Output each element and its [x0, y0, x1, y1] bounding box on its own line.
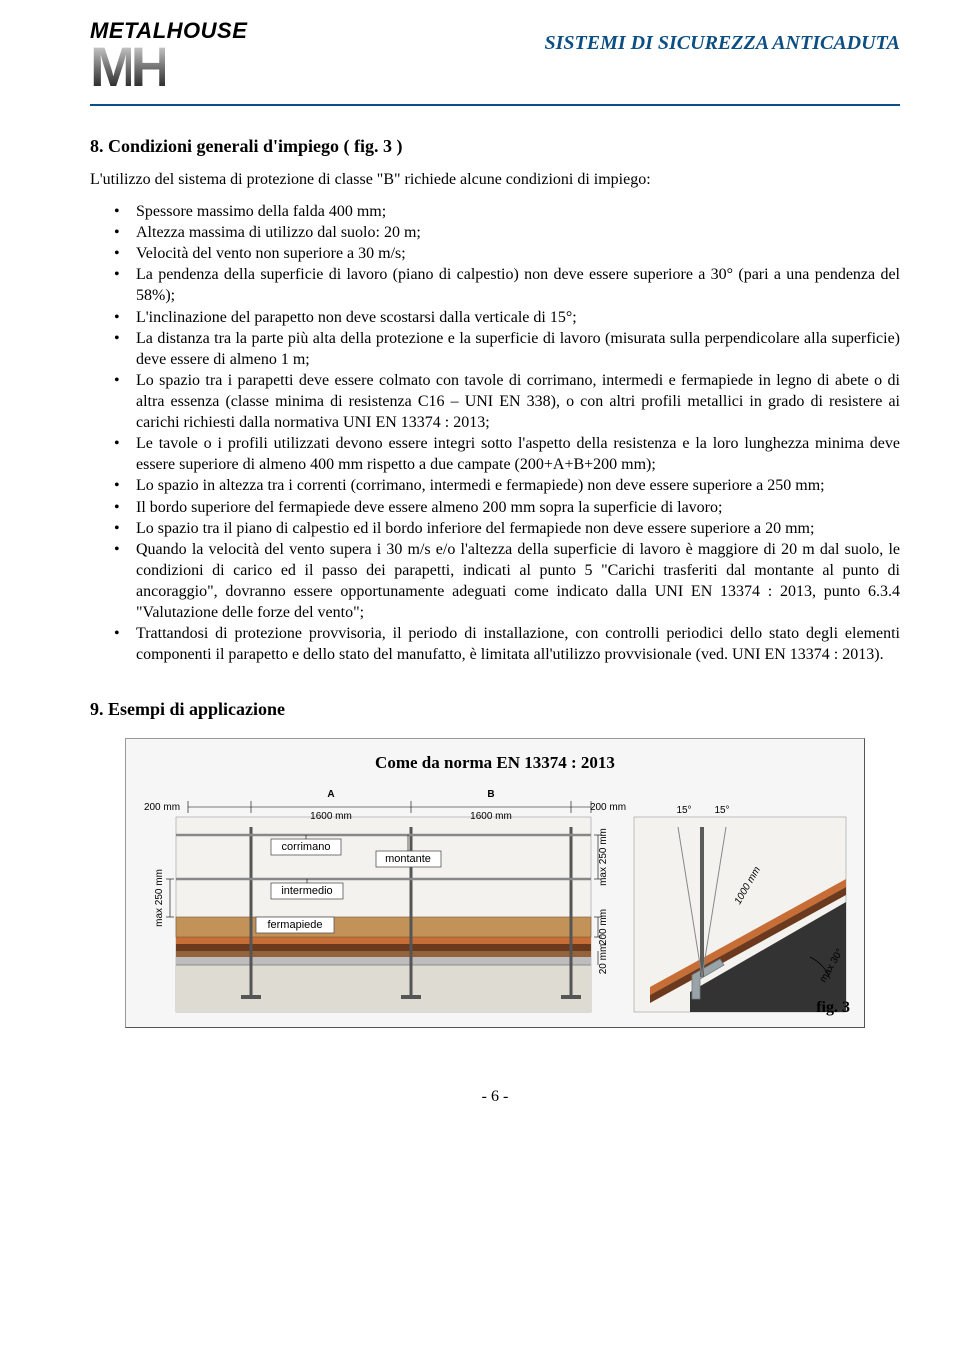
page-number: - 6 -: [90, 1088, 900, 1106]
list-item: Le tavole o i profili utilizzati devono …: [108, 433, 900, 475]
list-item: Lo spazio in altezza tra i correnti (cor…: [108, 475, 900, 496]
section-8-title: 8. Condizioni generali d'impiego ( fig. …: [90, 136, 900, 157]
section-9: 9. Esempi di applicazione Come da norma …: [90, 699, 900, 1028]
page: METALHOUSE MH SISTEMI DI SICUREZZA ANTIC…: [0, 0, 960, 1146]
list-item: L'inclinazione del parapetto non deve sc…: [108, 307, 900, 328]
svg-text:corrimano: corrimano: [282, 841, 331, 853]
logo-letter-h: H: [131, 42, 165, 92]
svg-text:200 mm: 200 mm: [144, 802, 180, 813]
svg-text:max 250 mm: max 250 mm: [598, 829, 609, 887]
svg-text:fermapiede: fermapiede: [267, 919, 322, 931]
svg-text:1600 mm: 1600 mm: [310, 811, 352, 822]
figure-3-side-view: 15° 15° 1000 mm max 30°: [630, 787, 850, 1017]
list-item: Velocità del vento non superiore a 30 m/…: [108, 243, 900, 264]
page-header: METALHOUSE MH SISTEMI DI SICUREZZA ANTIC…: [90, 20, 900, 98]
list-item: Il bordo superiore del fermapiede deve e…: [108, 497, 900, 518]
figure-3-body: 200 mm A 1600 mm B 1600 mm 200 mm max 25…: [136, 787, 854, 1017]
list-item: Quando la velocità del vento supera i 30…: [108, 539, 900, 623]
svg-text:A: A: [327, 789, 334, 800]
svg-text:20 mm: 20 mm: [598, 944, 609, 975]
header-rule: [90, 104, 900, 106]
figure-3-front-elevation: 200 mm A 1600 mm B 1600 mm 200 mm max 25…: [136, 787, 626, 1017]
figure-3-caption: fig. 3: [816, 999, 850, 1017]
section-8-intro: L'utilizzo del sistema di protezione di …: [90, 171, 900, 189]
list-item: Lo spazio tra i parapetti deve essere co…: [108, 370, 900, 433]
list-item: Altezza massima di utilizzo dal suolo: 2…: [108, 222, 900, 243]
document-title: SISTEMI DI SICUREZZA ANTICADUTA: [545, 32, 900, 55]
svg-text:max 250 mm: max 250 mm: [154, 870, 165, 928]
list-item: La pendenza della superficie di lavoro (…: [108, 264, 900, 306]
figure-3-frame: Come da norma EN 13374 : 2013: [125, 738, 865, 1028]
svg-text:intermedio: intermedio: [281, 885, 332, 897]
list-item: Lo spazio tra il piano di calpestio ed i…: [108, 518, 900, 539]
section-9-title: 9. Esempi di applicazione: [90, 699, 900, 720]
figure-3-title: Come da norma EN 13374 : 2013: [136, 753, 854, 773]
svg-text:15°: 15°: [714, 805, 729, 816]
svg-text:montante: montante: [385, 853, 431, 865]
svg-text:200 mm: 200 mm: [598, 909, 609, 945]
svg-text:B: B: [487, 789, 494, 800]
list-item: La distanza tra la parte più alta della …: [108, 328, 900, 370]
list-item: Trattandosi di protezione provvisoria, i…: [108, 623, 900, 665]
conditions-list: Spessore massimo della falda 400 mm; Alt…: [90, 201, 900, 665]
callout-fermapiede: fermapiede: [256, 917, 334, 933]
svg-text:15°: 15°: [676, 805, 691, 816]
svg-text:200 mm: 200 mm: [590, 802, 626, 813]
logo-letter-m: M: [90, 42, 131, 92]
brand-logo: METALHOUSE MH: [90, 20, 260, 98]
list-item: Spessore massimo della falda 400 mm;: [108, 201, 900, 222]
logo-monogram: MH: [90, 42, 260, 92]
svg-text:1600 mm: 1600 mm: [470, 811, 512, 822]
